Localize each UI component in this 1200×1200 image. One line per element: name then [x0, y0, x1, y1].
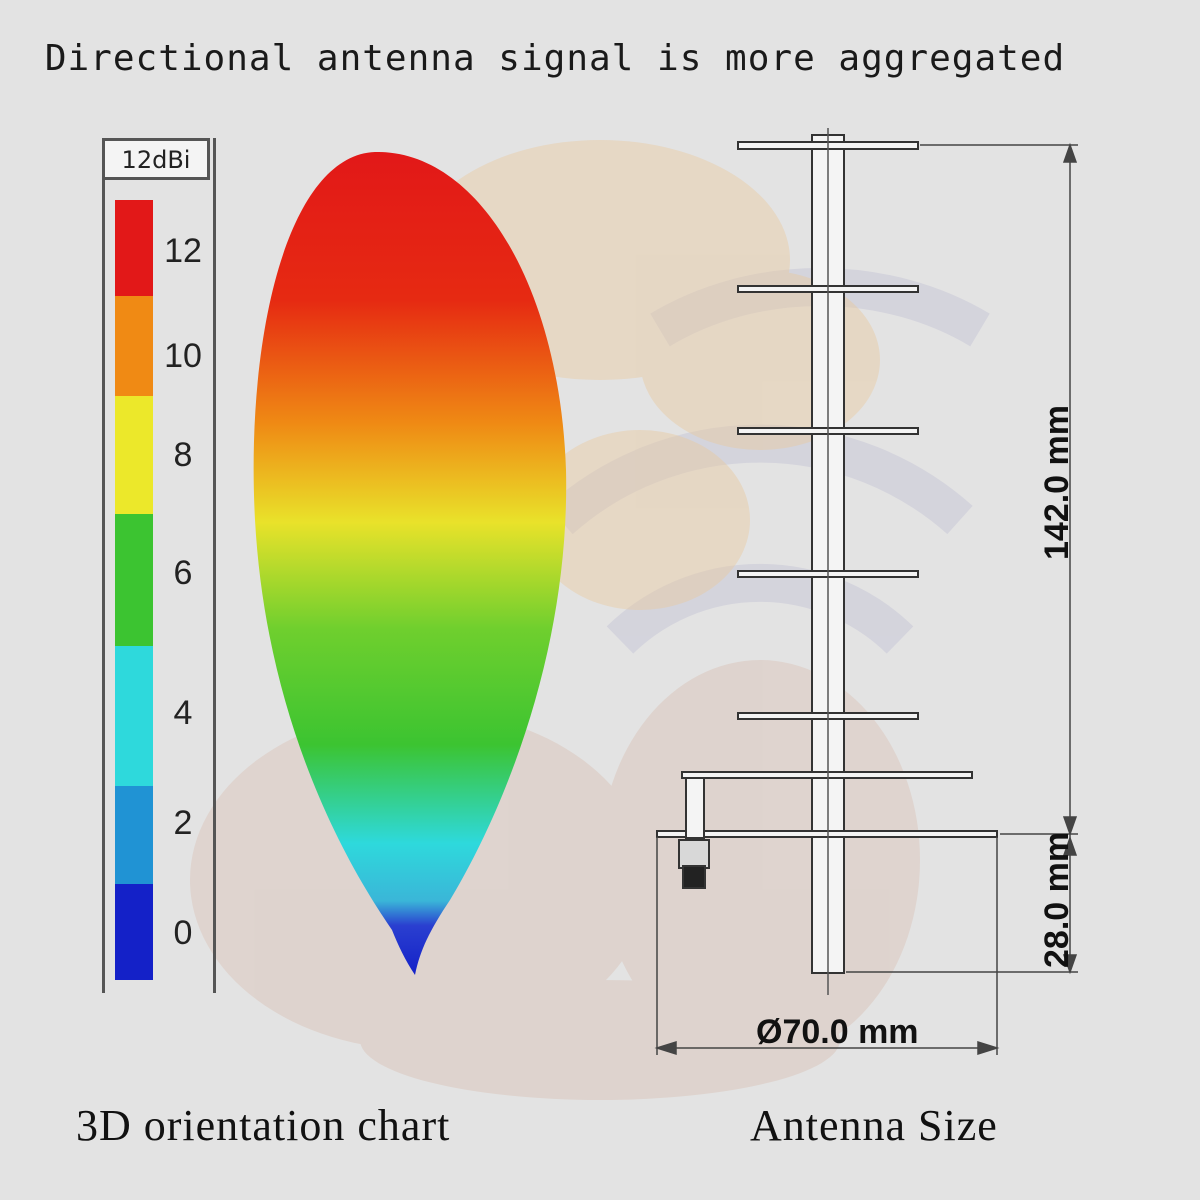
colorbar-band [115, 786, 153, 884]
radiation-lobe [253, 151, 567, 976]
antenna-element [656, 830, 998, 838]
colorbar-header: 12dBi [102, 138, 210, 180]
antenna-feed [685, 777, 705, 839]
colorbar-frame [102, 138, 216, 993]
connector-thread [682, 865, 706, 889]
right-caption: Antenna Size [750, 1101, 998, 1150]
colorbar-tick-label: 12 [164, 232, 202, 270]
colorbar-band [115, 200, 153, 296]
colorbar [115, 200, 153, 980]
colorbar-tick-label: 0 [173, 914, 193, 952]
colorbar-tick-label: 10 [164, 337, 202, 375]
colorbar-tick-label: 8 [173, 436, 193, 474]
left-caption: 3D orientation chart [76, 1101, 451, 1150]
colorbar-band [115, 646, 153, 786]
base-dimension-label: 28.0 mm [1038, 832, 1076, 968]
diameter-dimension-label: Ø70.0 mm [756, 1013, 919, 1051]
antenna-element [681, 771, 973, 779]
page-title: Directional antenna signal is more aggre… [44, 38, 1066, 79]
colorbar-tick-label: 4 [173, 694, 193, 732]
colorbar-tick-label: 2 [173, 804, 193, 842]
colorbar-tick-label: 6 [173, 554, 193, 592]
height-dimension-label: 142.0 mm [1038, 405, 1076, 560]
colorbar-band [115, 396, 153, 514]
colorbar-band [115, 884, 153, 980]
sma-connector-icon [678, 839, 710, 869]
colorbar-band [115, 296, 153, 396]
colorbar-band [115, 514, 153, 646]
